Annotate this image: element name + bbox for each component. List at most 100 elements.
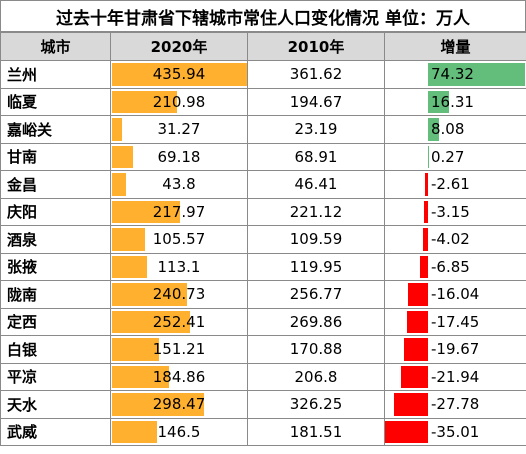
pop-2020-cell: 69.18 [110,142,248,171]
delta-value: 8.08 [431,120,465,139]
table-row: 金昌 43.8 46.41 -2.61 [0,170,526,199]
pop-2010-cell: 119.95 [247,252,385,281]
pop-2020-cell: 298.47 [110,390,248,419]
delta-cell: 0.27 [384,142,526,171]
delta-bar [385,420,428,443]
delta-value: 0.27 [431,147,465,166]
pop-2010-cell: 109.59 [247,225,385,254]
delta-bar [419,255,428,278]
pop-2020-value: 151.21 [152,340,206,359]
pop-2020-bar [112,228,145,251]
pop-2020-cell: 43.8 [110,170,248,199]
table-body: 兰州 435.94 361.62 74.32 临夏 210.98 194.67 16.31 嘉峪… [0,60,526,446]
pop-2020-bar [112,118,122,141]
table-row: 张掖 113.1 119.95 -6.85 [0,252,526,281]
pop-2020-cell: 31.27 [110,115,248,144]
pop-2020-value: 31.27 [157,120,201,139]
pop-2020-value: 146.5 [157,422,201,441]
city-cell: 临夏 [0,87,111,116]
delta-cell: -6.85 [384,252,526,281]
city-cell: 兰州 [0,60,111,89]
delta-cell: -35.01 [384,417,526,446]
delta-cell: 16.31 [384,87,526,116]
pop-2020-bar [112,283,187,306]
city-cell: 陇南 [0,280,111,309]
pop-2020-bar [112,63,247,86]
city-cell: 张掖 [0,252,111,281]
pop-2020-cell: 252.41 [110,307,248,336]
city-cell: 甘南 [0,142,111,171]
pop-2020-bar [112,255,148,278]
pop-2020-bar [112,365,170,388]
delta-bar [428,118,439,141]
delta-value: -35.01 [431,422,480,441]
city-cell: 定西 [0,307,111,336]
city-cell: 庆阳 [0,197,111,226]
delta-value: -4.02 [431,230,470,249]
pop-2020-value: 298.47 [152,395,206,414]
pop-2020-cell: 240.73 [110,280,248,309]
pop-2020-bar [112,393,205,416]
delta-bar [423,228,428,251]
pop-2020-value: 252.41 [152,312,206,331]
pop-2020-cell: 113.1 [110,252,248,281]
table-row: 甘南 69.18 68.91 0.27 [0,142,526,171]
delta-bar [428,63,525,86]
table-row: 兰州 435.94 361.62 74.32 [0,60,526,89]
delta-bar [393,393,428,416]
pop-2010-cell: 46.41 [247,170,385,199]
city-cell: 天水 [0,390,111,419]
delta-cell: -27.78 [384,390,526,419]
data-table: 城市 2020年 2010年 增量 兰州 435.94 361.62 74.32 临夏 2… [0,32,526,446]
city-cell: 嘉峪关 [0,115,111,144]
table-row: 陇南 240.73 256.77 -16.04 [0,280,526,309]
pop-2010-cell: 221.12 [247,197,385,226]
header-2010: 2010年 [247,32,385,61]
delta-bar [424,200,428,223]
delta-value: 74.32 [431,65,474,84]
header-2020: 2020年 [110,32,248,61]
table-row: 平凉 184.86 206.8 -21.94 [0,362,526,391]
pop-2010-cell: 23.19 [247,115,385,144]
pop-2020-bar [112,338,159,361]
header-city: 城市 [0,32,111,61]
delta-bar [424,173,428,196]
pop-2010-cell: 68.91 [247,142,385,171]
pop-2020-value: 184.86 [152,367,206,386]
table-row: 嘉峪关 31.27 23.19 8.08 [0,115,526,144]
pop-2020-value: 43.8 [162,175,196,194]
pop-2020-value: 217.97 [152,202,206,221]
pop-2020-bar [112,145,134,168]
pop-2020-bar [112,90,178,113]
table-row: 临夏 210.98 194.67 16.31 [0,87,526,116]
pop-2020-cell: 146.5 [110,417,248,446]
delta-cell: -19.67 [384,335,526,364]
pop-2020-bar [112,420,158,443]
pop-2020-value: 210.98 [152,92,206,111]
pop-2010-cell: 206.8 [247,362,385,391]
delta-bar [403,338,428,361]
pop-2010-cell: 269.86 [247,307,385,336]
pop-2020-cell: 184.86 [110,362,248,391]
pop-2010-cell: 181.51 [247,417,385,446]
pop-2020-value: 435.94 [152,65,206,84]
delta-value: -16.04 [431,285,480,304]
delta-value: -27.78 [431,395,480,414]
pop-2020-cell: 151.21 [110,335,248,364]
delta-cell: -4.02 [384,225,526,254]
table-row: 定西 252.41 269.86 -17.45 [0,307,526,336]
header-delta: 增量 [384,32,526,61]
pop-2020-bar [112,200,180,223]
delta-bar [428,90,450,113]
city-cell: 平凉 [0,362,111,391]
pop-2010-cell: 170.88 [247,335,385,364]
delta-value: -6.85 [431,257,470,276]
delta-cell: -21.94 [384,362,526,391]
pop-2020-bar [112,173,126,196]
delta-value: 16.31 [431,92,474,111]
delta-cell: -2.61 [384,170,526,199]
pop-2020-value: 113.1 [157,257,201,276]
pop-2020-cell: 210.98 [110,87,248,116]
pop-2020-value: 69.18 [157,147,201,166]
city-cell: 酒泉 [0,225,111,254]
